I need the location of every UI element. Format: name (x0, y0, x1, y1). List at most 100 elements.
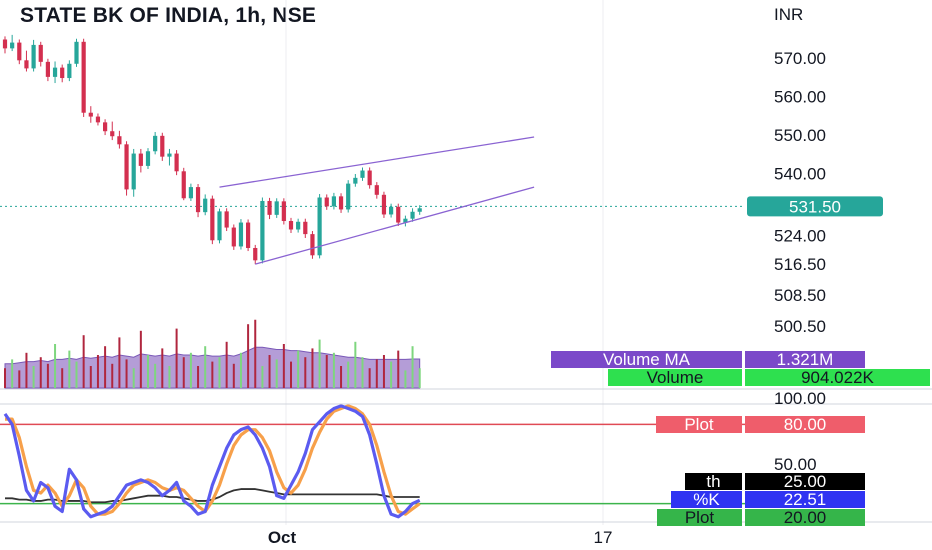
candle-body (81, 41, 86, 113)
time-tick-label: Oct (268, 528, 297, 547)
stoch-legend-name-badge (656, 416, 742, 433)
stoch-legend-value-badge (745, 416, 865, 433)
candle-body (153, 135, 158, 152)
price-tick-label: 516.50 (774, 255, 826, 274)
candle-body (31, 44, 36, 69)
candle-body (310, 234, 315, 256)
candle-body (403, 218, 408, 223)
candle-body (167, 153, 172, 157)
stoch-legend-value-badge (745, 509, 865, 526)
candle-body (95, 116, 101, 123)
stoch-legend-value: 80.00 (784, 415, 827, 434)
price-tick-label: 540.00 (774, 165, 826, 184)
candle-body (160, 135, 165, 157)
candle-body (38, 44, 43, 62)
stoch-tick-label: 100.00 (774, 389, 826, 408)
currency-label: INR (774, 5, 803, 24)
candle-body (338, 196, 344, 210)
candle-body (331, 196, 336, 207)
candle-body (88, 112, 93, 117)
candle-body (303, 221, 308, 235)
candle-body (52, 67, 58, 77)
candle-body (246, 222, 251, 248)
time-tick-label: 17 (594, 528, 613, 547)
candle-body (224, 211, 229, 228)
candle-body (10, 42, 15, 49)
candle-body (67, 63, 72, 79)
candle-body (195, 187, 201, 213)
candle-body (138, 153, 143, 166)
stoch-legend-name: Plot (685, 508, 715, 527)
candle-body (324, 197, 329, 207)
candle-body (346, 183, 351, 210)
price-tick-label: 500.50 (774, 317, 826, 336)
candle-body (188, 187, 193, 199)
candle-body (281, 201, 286, 222)
candle-body (374, 185, 379, 195)
candle-body (145, 151, 151, 166)
volume-legend-name: Volume MA (603, 350, 691, 369)
volume-legend-value-badge (745, 369, 930, 386)
candle-body (2, 39, 8, 49)
stoch-legend-name: th (706, 472, 720, 491)
volume-legend-name-badge (608, 369, 742, 386)
candle-body (274, 201, 279, 215)
candle-body (353, 177, 358, 184)
stoch-legend-value: 20.00 (784, 508, 827, 527)
volume-legend-value: 1.321M (777, 350, 834, 369)
wedge-upper-trendline (219, 136, 535, 188)
candle-body (124, 144, 129, 190)
candle-body (24, 60, 29, 69)
price-tick-label: 550.00 (774, 126, 826, 145)
candle-body (238, 222, 244, 247)
stoch-tick-label: 50.00 (774, 455, 817, 474)
price-tick-label: 524.00 (774, 226, 826, 245)
stoch-legend-name: Plot (684, 415, 714, 434)
candle-body (203, 198, 208, 213)
candle-body (417, 208, 422, 212)
stoch-line-k (3, 404, 421, 519)
candle-body (117, 136, 122, 145)
stoch-legend-name-badge (657, 509, 742, 526)
current-price-label: 531.50 (789, 197, 841, 216)
price-tick-label: 560.00 (774, 88, 826, 107)
candle-body (231, 227, 236, 247)
candle-body (267, 200, 272, 215)
stoch-legend-value: 22.51 (784, 490, 827, 509)
candle-body (260, 200, 265, 261)
candle-body (317, 197, 322, 256)
candle-body (253, 247, 258, 261)
candle-body (217, 211, 222, 241)
wedge-lower-trendline (255, 186, 535, 265)
stoch-legend-value: 25.00 (784, 472, 827, 491)
stoch-legend-name: %K (693, 490, 720, 509)
candle-body (288, 221, 294, 230)
candle-body (45, 61, 50, 77)
candle-body (110, 131, 115, 137)
stoch-legend-name-badge (671, 491, 742, 508)
chart-title: STATE BK OF INDIA, 1h, NSE (20, 4, 317, 27)
volume-legend-name: Volume (647, 368, 704, 387)
candle-body (396, 206, 401, 223)
candle-body (410, 211, 415, 219)
stoch-line-d (5, 404, 421, 516)
candle-body (181, 171, 186, 199)
candle-body (17, 42, 22, 61)
candle-body (210, 198, 215, 241)
candle-body (296, 221, 301, 230)
candle-body (174, 153, 179, 172)
candle-body (367, 170, 372, 186)
price-tick-label: 508.50 (774, 286, 826, 305)
stoch-legend-value-badge (745, 491, 865, 508)
candle-body (381, 194, 387, 215)
candle-body (360, 170, 365, 178)
candle-body (60, 67, 65, 79)
stoch-legend-value-badge (745, 473, 865, 490)
candle-body (131, 153, 136, 190)
volume-legend-value: 904.022K (801, 368, 874, 387)
volume-legend-value-badge (745, 351, 865, 368)
candle-body (389, 206, 394, 215)
price-tick-label: 570.00 (774, 49, 826, 68)
